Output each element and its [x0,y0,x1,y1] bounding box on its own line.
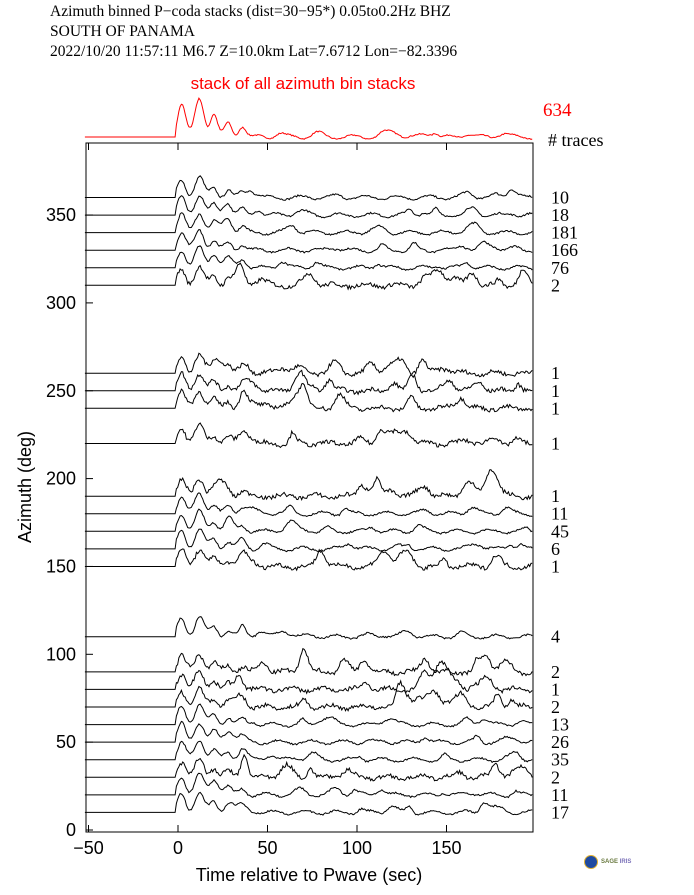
trace-count: 18 [551,205,569,225]
azimuth-trace [84,720,533,746]
trace-count: 1 [551,381,560,401]
trace-count: 17 [551,802,569,822]
trace-count: 4 [551,627,560,647]
trace-count: 1 [551,398,560,418]
trace-count: 1 [551,556,560,576]
azimuth-trace [84,791,533,816]
trace-count: 2 [551,697,560,717]
trace-count: 1 [551,433,560,453]
trace-count: 2 [551,767,560,787]
azimuth-trace [84,195,533,219]
trace-count: 2 [551,662,560,682]
trace-count: 11 [551,785,568,805]
azimuth-trace [84,740,533,764]
stack-label: stack of all azimuth bin stacks [191,74,416,93]
azimuth-trace [84,469,533,502]
azimuth-trace [84,352,533,378]
x-tick-label: 150 [431,838,461,858]
trace-count: 76 [551,258,569,278]
trace-count: 2 [551,275,560,295]
x-tick-label: −50 [73,838,104,858]
x-axis-label: Time relative to Pwave (sec) [196,865,422,885]
y-tick-label: 300 [46,293,76,313]
x-tick-label: 0 [173,838,183,858]
y-tick-label: 0 [66,820,76,840]
y-axis-label: Azimuth (deg) [15,431,35,543]
azimuth-trace [84,422,533,449]
azimuth-trace [84,679,533,712]
azimuth-trace [84,508,533,535]
azimuth-trace [84,229,533,254]
x-tick-label: 50 [257,838,277,858]
region-line: SOUTH OF PANAMA [50,23,195,40]
trace-count: 11 [551,504,568,524]
plot-frame [85,142,534,833]
azimuth-trace [84,528,533,553]
azimuth-trace [84,245,533,271]
logo-text: SAGE IRIS [601,859,632,865]
azimuth-trace [84,660,533,695]
y-tick-label: 250 [46,381,76,401]
trace-count: 1 [551,363,560,383]
azimuth-trace [84,703,533,728]
azimuth-trace [84,382,533,413]
azimuth-trace [84,212,533,236]
trace-count: 26 [551,732,569,752]
sage-iris-logo: SAGE IRIS [584,855,631,869]
nsf-seal-icon [584,855,598,869]
azimuth-trace [84,548,533,572]
y-tick-label: 200 [46,469,76,489]
stack-count: 634 [543,100,572,121]
azimuth-trace [84,262,533,291]
y-tick-label: 350 [46,205,76,225]
trace-count: 10 [551,187,569,207]
trace-count: 13 [551,715,569,735]
azimuth-trace [84,616,533,640]
trace-count: 1 [551,679,560,699]
azimuth-trace [84,369,533,396]
x-tick-label: 100 [342,838,372,858]
trace-count: 166 [551,240,578,260]
title-line: Azimuth binned P−coda stacks (dist=30−95… [50,3,451,20]
azimuth-trace [84,772,533,799]
trace-count: 45 [551,521,569,541]
count-header: # traces [548,130,603,150]
trace-count: 181 [551,223,578,243]
y-tick-label: 50 [56,732,76,752]
trace-count: 6 [551,539,560,559]
azimuth-trace [84,492,533,517]
azimuth-trace [84,753,533,782]
trace-count: 35 [551,750,569,770]
azimuth-trace [84,175,533,201]
stack-trace [84,97,533,140]
event-info-line: 2022/10/20 11:57:11 M6.7 Z=10.0km Lat=7.… [50,43,458,60]
y-tick-label: 150 [46,556,76,576]
y-tick-label: 100 [46,644,76,664]
azimuth-trace [84,647,533,677]
trace-count: 1 [551,486,560,506]
